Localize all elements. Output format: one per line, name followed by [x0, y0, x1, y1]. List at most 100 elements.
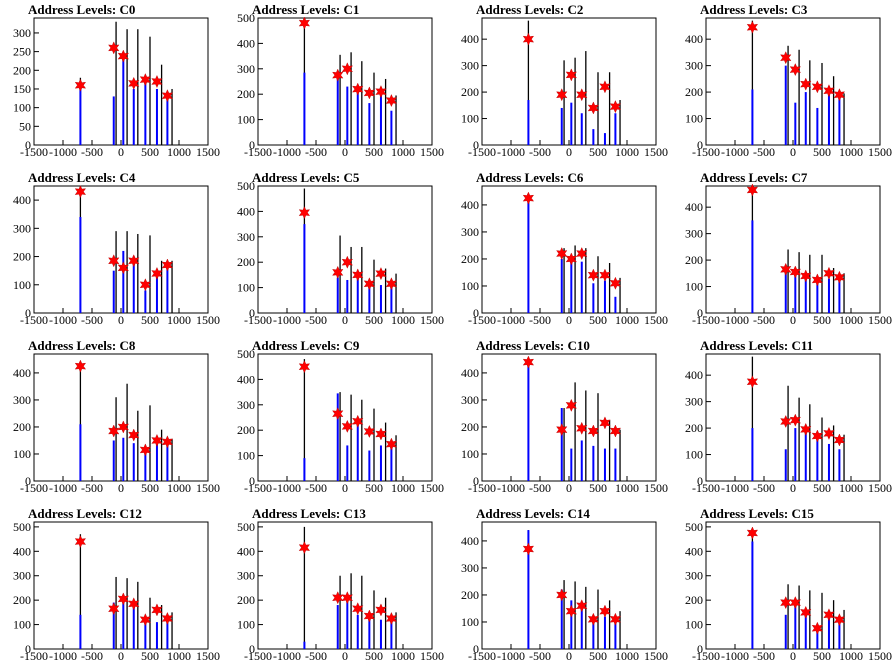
red-star-marker	[565, 68, 577, 82]
red-star-marker	[151, 433, 163, 447]
y-tick-label: 200	[461, 420, 479, 434]
y-tick-label: 100	[685, 618, 703, 632]
y-tick-label: 100	[13, 278, 31, 292]
red-star-marker	[789, 596, 801, 610]
chart-title: Address Levels: C13	[252, 506, 366, 521]
red-star-marker	[74, 78, 87, 92]
chart-panel: Address Levels: C2 0 100 200 300 400 -1500 -100…	[448, 0, 672, 168]
x-tick-label: 500	[589, 145, 607, 159]
chart-svg: Address Levels: C3 0 100 200 300 400 -1500 -100…	[685, 2, 892, 159]
y-tick-label: 300	[461, 561, 479, 575]
x-tick-label: 0	[566, 649, 572, 663]
red-star-marker	[576, 88, 588, 102]
y-tick-label: 200	[461, 588, 479, 602]
y-tick-label: 100	[13, 447, 31, 461]
red-star-marker	[363, 424, 375, 438]
red-star-marker	[385, 277, 398, 291]
y-tick-label: 200	[237, 423, 255, 437]
chart-svg: Address Levels: C12 0 100 200 300 400 500 -1500…	[13, 506, 220, 663]
red-star-marker	[599, 80, 611, 94]
red-star-marker	[587, 612, 599, 626]
y-tick-label: 200	[13, 593, 31, 607]
red-star-marker	[117, 592, 129, 606]
y-tick-label: 300	[685, 59, 703, 73]
x-tick-label: -1000	[273, 145, 301, 159]
plot-frame	[257, 521, 433, 650]
x-tick-label: 0	[118, 481, 124, 495]
x-tick-label: 1500	[196, 649, 220, 663]
chart-title: Address Levels: C2	[476, 2, 583, 17]
red-star-marker	[780, 262, 792, 276]
red-star-marker	[117, 261, 129, 275]
red-star-marker	[800, 269, 812, 283]
chart-svg: Address Levels: C11 0 100 200 300 400 -1500 -10…	[685, 338, 892, 495]
y-tick-label: 400	[685, 368, 703, 382]
chart-svg: Address Levels: C4 0 100 200 300 400 -1500 -100…	[13, 170, 220, 327]
y-tick-label: 200	[685, 421, 703, 435]
x-tick-label: 1500	[644, 313, 668, 327]
y-tick-label: 400	[13, 366, 31, 380]
y-tick-label: 200	[685, 253, 703, 267]
red-star-marker	[780, 51, 792, 65]
red-star-marker	[352, 268, 364, 282]
red-star-marker	[823, 266, 835, 280]
x-tick-label: -1500	[20, 649, 48, 663]
y-tick-label: 100	[237, 449, 255, 463]
y-tick-label: 200	[461, 252, 479, 266]
red-star-marker	[139, 613, 151, 627]
x-tick-label: -1500	[244, 481, 272, 495]
chart-title: Address Levels: C0	[28, 2, 135, 17]
red-star-marker	[587, 268, 599, 282]
chart-svg: Address Levels: C13 0 100 200 300 400 500 -1500…	[237, 506, 444, 663]
x-tick-label: -500	[305, 313, 327, 327]
chart-panel: Address Levels: C1 0 100 200 300 400 500 -1500-…	[224, 0, 448, 168]
y-tick-label: 0	[249, 138, 255, 152]
x-tick-label: 0	[566, 313, 572, 327]
y-tick-label: 200	[461, 85, 479, 99]
chart-title: Address Levels: C6	[476, 170, 584, 185]
red-star-marker	[746, 375, 759, 389]
red-star-marker	[298, 16, 311, 30]
x-tick-label: 1000	[839, 481, 863, 495]
y-tick-label: 500	[237, 347, 255, 361]
x-tick-label: 500	[141, 649, 159, 663]
y-tick-label: 250	[13, 45, 31, 59]
y-tick-label: 300	[461, 59, 479, 73]
red-star-marker	[789, 265, 801, 279]
chart-title: Address Levels: C1	[252, 2, 359, 17]
x-tick-label: -1000	[273, 481, 301, 495]
x-tick-label: -500	[305, 649, 327, 663]
x-tick-label: 1500	[420, 649, 444, 663]
red-star-marker	[298, 360, 311, 374]
y-tick-label: 400	[237, 544, 255, 558]
red-star-marker	[823, 84, 835, 98]
x-tick-label: 1000	[615, 649, 639, 663]
red-star-marker	[108, 41, 120, 55]
y-tick-label: 200	[13, 250, 31, 264]
red-star-marker	[609, 100, 622, 114]
x-tick-label: -500	[81, 145, 103, 159]
red-star-marker	[341, 62, 353, 76]
y-tick-label: 300	[237, 398, 255, 412]
chart-svg: Address Levels: C10 0 100 200 300 400 -1500 -10…	[461, 338, 668, 495]
x-tick-label: -1000	[497, 481, 525, 495]
x-tick-label: -1500	[468, 481, 496, 495]
red-star-marker	[128, 76, 140, 90]
red-star-marker	[108, 424, 120, 438]
y-tick-label: 100	[461, 279, 479, 293]
y-tick-label: 200	[685, 593, 703, 607]
y-tick-label: 100	[13, 101, 31, 115]
red-star-marker	[823, 608, 835, 622]
red-star-marker	[151, 75, 163, 88]
red-star-marker	[352, 602, 364, 616]
red-star-marker	[780, 414, 792, 428]
x-tick-label: -1000	[49, 145, 77, 159]
red-star-marker	[108, 254, 120, 268]
x-tick-label: 1000	[839, 313, 863, 327]
y-tick-label: 100	[237, 618, 255, 632]
y-tick-label: 500	[685, 520, 703, 534]
y-tick-label: 100	[237, 281, 255, 295]
x-tick-label: 500	[141, 145, 159, 159]
chart-panel: Address Levels: C13 0 100 200 300 400 500 -1500…	[224, 504, 448, 672]
